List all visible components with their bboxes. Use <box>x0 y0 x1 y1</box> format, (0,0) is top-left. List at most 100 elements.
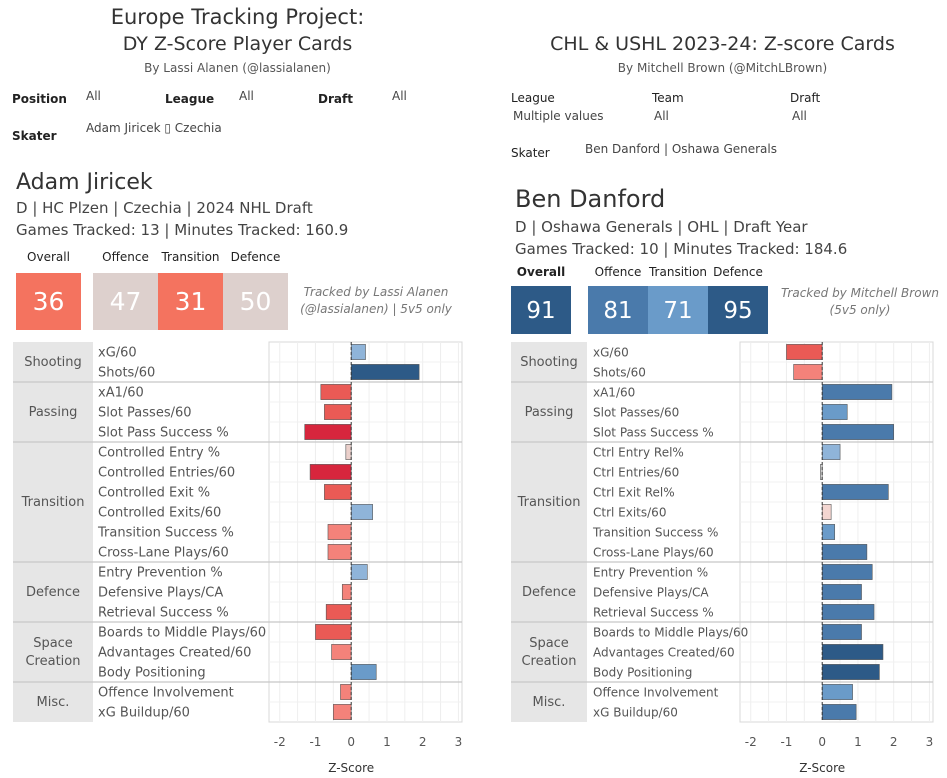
left-offence-score: 47 <box>93 273 158 330</box>
left-bar <box>309 464 352 480</box>
left-filter-position-value[interactable]: All <box>86 89 101 103</box>
left-metric-label: Controlled Entry % <box>98 446 220 461</box>
right-credit-line2: (5v5 only) <box>829 303 891 317</box>
left-defence-score: 50 <box>223 273 288 330</box>
right-transition-score: 71 <box>648 286 708 334</box>
right-skater-label: Skater <box>511 146 550 160</box>
left-offence-header: Offence <box>102 250 149 264</box>
left-player-name: Adam Jiricek <box>16 170 153 195</box>
right-player-tracked: Games Tracked: 10 | Minutes Tracked: 184… <box>515 240 848 258</box>
left-bar <box>320 384 352 400</box>
left-bar <box>327 544 352 560</box>
left-bar <box>327 524 352 540</box>
left-bar <box>304 424 352 440</box>
left-metric-label: Controlled Entries/60 <box>98 466 235 481</box>
left-overall-score: 36 <box>16 273 81 330</box>
left-group-label: Defence <box>26 585 80 600</box>
left-filter-league-value[interactable]: All <box>239 89 254 103</box>
left-bar <box>350 664 377 680</box>
left-player-info: D | HC Plzen | Czechia | 2024 NHL Draft <box>16 199 313 217</box>
left-metric-label: Slot Passes/60 <box>98 406 192 421</box>
left-bar <box>350 344 366 360</box>
left-tick-label: 0 <box>347 735 355 749</box>
left-byline: By Lassi Alanen (@lassialanen) <box>144 61 331 75</box>
left-filter-league-label: League <box>165 92 215 106</box>
left-metric-label: Shots/60 <box>98 366 155 381</box>
left-metric-label: Transition Success % <box>97 526 234 541</box>
right-offence-score: 81 <box>588 286 648 334</box>
left-bar <box>325 604 352 620</box>
left-title-line1: Europe Tracking Project: <box>110 5 365 29</box>
left-group-label: Space <box>33 636 73 651</box>
left-bar <box>331 644 352 660</box>
left-transition-header: Transition <box>161 250 220 264</box>
left-bar <box>341 584 352 600</box>
left-bar <box>350 364 420 380</box>
left-tick-label: 2 <box>419 735 427 749</box>
left-bar <box>345 444 352 460</box>
left-metric-label: Slot Pass Success % <box>98 426 229 441</box>
left-tick-label: -1 <box>309 735 321 749</box>
right-defence-header: Defence <box>713 265 763 279</box>
left-metric-label: Offence Involvement <box>98 686 234 701</box>
left-metric-label: Cross-Lane Plays/60 <box>98 546 229 561</box>
left-bar <box>340 684 352 700</box>
left-credit-line2: (@lassialanen) | 5v5 only <box>300 302 452 316</box>
left-group-label: Shooting <box>24 355 82 370</box>
left-bar <box>324 484 352 500</box>
left-group-band <box>13 342 93 722</box>
right-title: CHL & USHL 2023-24: Z-score Cards <box>550 33 895 55</box>
left-credit-line1: Tracked by Lassi Alanen <box>303 285 449 299</box>
left-metric-label: xA1/60 <box>98 386 144 401</box>
left-tick-label: 1 <box>383 735 391 749</box>
right-transition-header: Transition <box>648 265 708 279</box>
left-skater-label: Skater <box>12 129 57 143</box>
left-bar <box>324 404 352 420</box>
left-skater-select[interactable]: Adam Jiricek ▯ Czechia <box>86 121 222 135</box>
left-metric-label: xG/60 <box>98 346 137 361</box>
right-byline: By Mitchell Brown (@MitchLBrown) <box>617 61 828 75</box>
right-filter-team-label: Team <box>652 91 684 105</box>
left-transition-score: 31 <box>158 273 223 330</box>
left-defence-header: Defence <box>230 250 281 264</box>
right-filter-league-value[interactable]: Multiple values <box>513 109 604 123</box>
right-filter-team-value[interactable]: All <box>654 109 669 123</box>
left-plot-frame <box>268 341 463 723</box>
right-skater-select[interactable]: Ben Danford | Oshawa Generals <box>585 142 777 156</box>
left-filter-position-label: Position <box>12 92 67 106</box>
left-player-tracked: Games Tracked: 13 | Minutes Tracked: 160… <box>16 221 349 239</box>
right-filter-draft-value[interactable]: All <box>792 109 807 123</box>
left-overall-header: Overall <box>27 250 70 264</box>
left-metric-label: Controlled Exits/60 <box>98 506 221 521</box>
left-group-label: Creation <box>25 654 80 669</box>
left-bar <box>350 564 368 580</box>
right-overall-header: Overall <box>516 265 566 279</box>
left-metric-label: Entry Prevention % <box>98 566 223 581</box>
right-filter-draft-label: Draft <box>790 91 821 105</box>
left-metric-label: Defensive Plays/CA <box>98 586 223 601</box>
left-metric-label: Advantages Created/60 <box>98 646 251 661</box>
left-x-axis-title: Z-Score <box>328 761 374 775</box>
left-tick-label: 3 <box>455 735 463 749</box>
left-metric-label: Boards to Middle Plays/60 <box>98 626 266 641</box>
left-metric-label: Controlled Exit % <box>98 486 210 501</box>
left-group-label: Transition <box>21 495 85 510</box>
left-group-label: Passing <box>29 405 78 420</box>
right-overall-score: 91 <box>511 286 571 334</box>
right-offence-header: Offence <box>594 265 642 279</box>
left-metric-label: xG Buildup/60 <box>98 706 190 721</box>
left-bar <box>315 624 352 640</box>
left-bar <box>350 504 373 520</box>
left-title-line2: DY Z-Score Player Cards <box>122 33 353 55</box>
left-tick-label: -2 <box>274 735 286 749</box>
left-bar <box>333 704 352 720</box>
left-filter-draft-label: Draft <box>318 92 353 106</box>
left-group-label: Misc. <box>37 695 70 710</box>
left-metric-label: Body Positioning <box>98 666 206 681</box>
left-filter-draft-value[interactable]: All <box>392 89 407 103</box>
right-filter-league-label: League <box>511 91 555 105</box>
right-player-name: Ben Danford <box>515 185 666 213</box>
left-metric-label: Retrieval Success % <box>98 606 229 621</box>
right-defence-score: 95 <box>708 286 768 334</box>
